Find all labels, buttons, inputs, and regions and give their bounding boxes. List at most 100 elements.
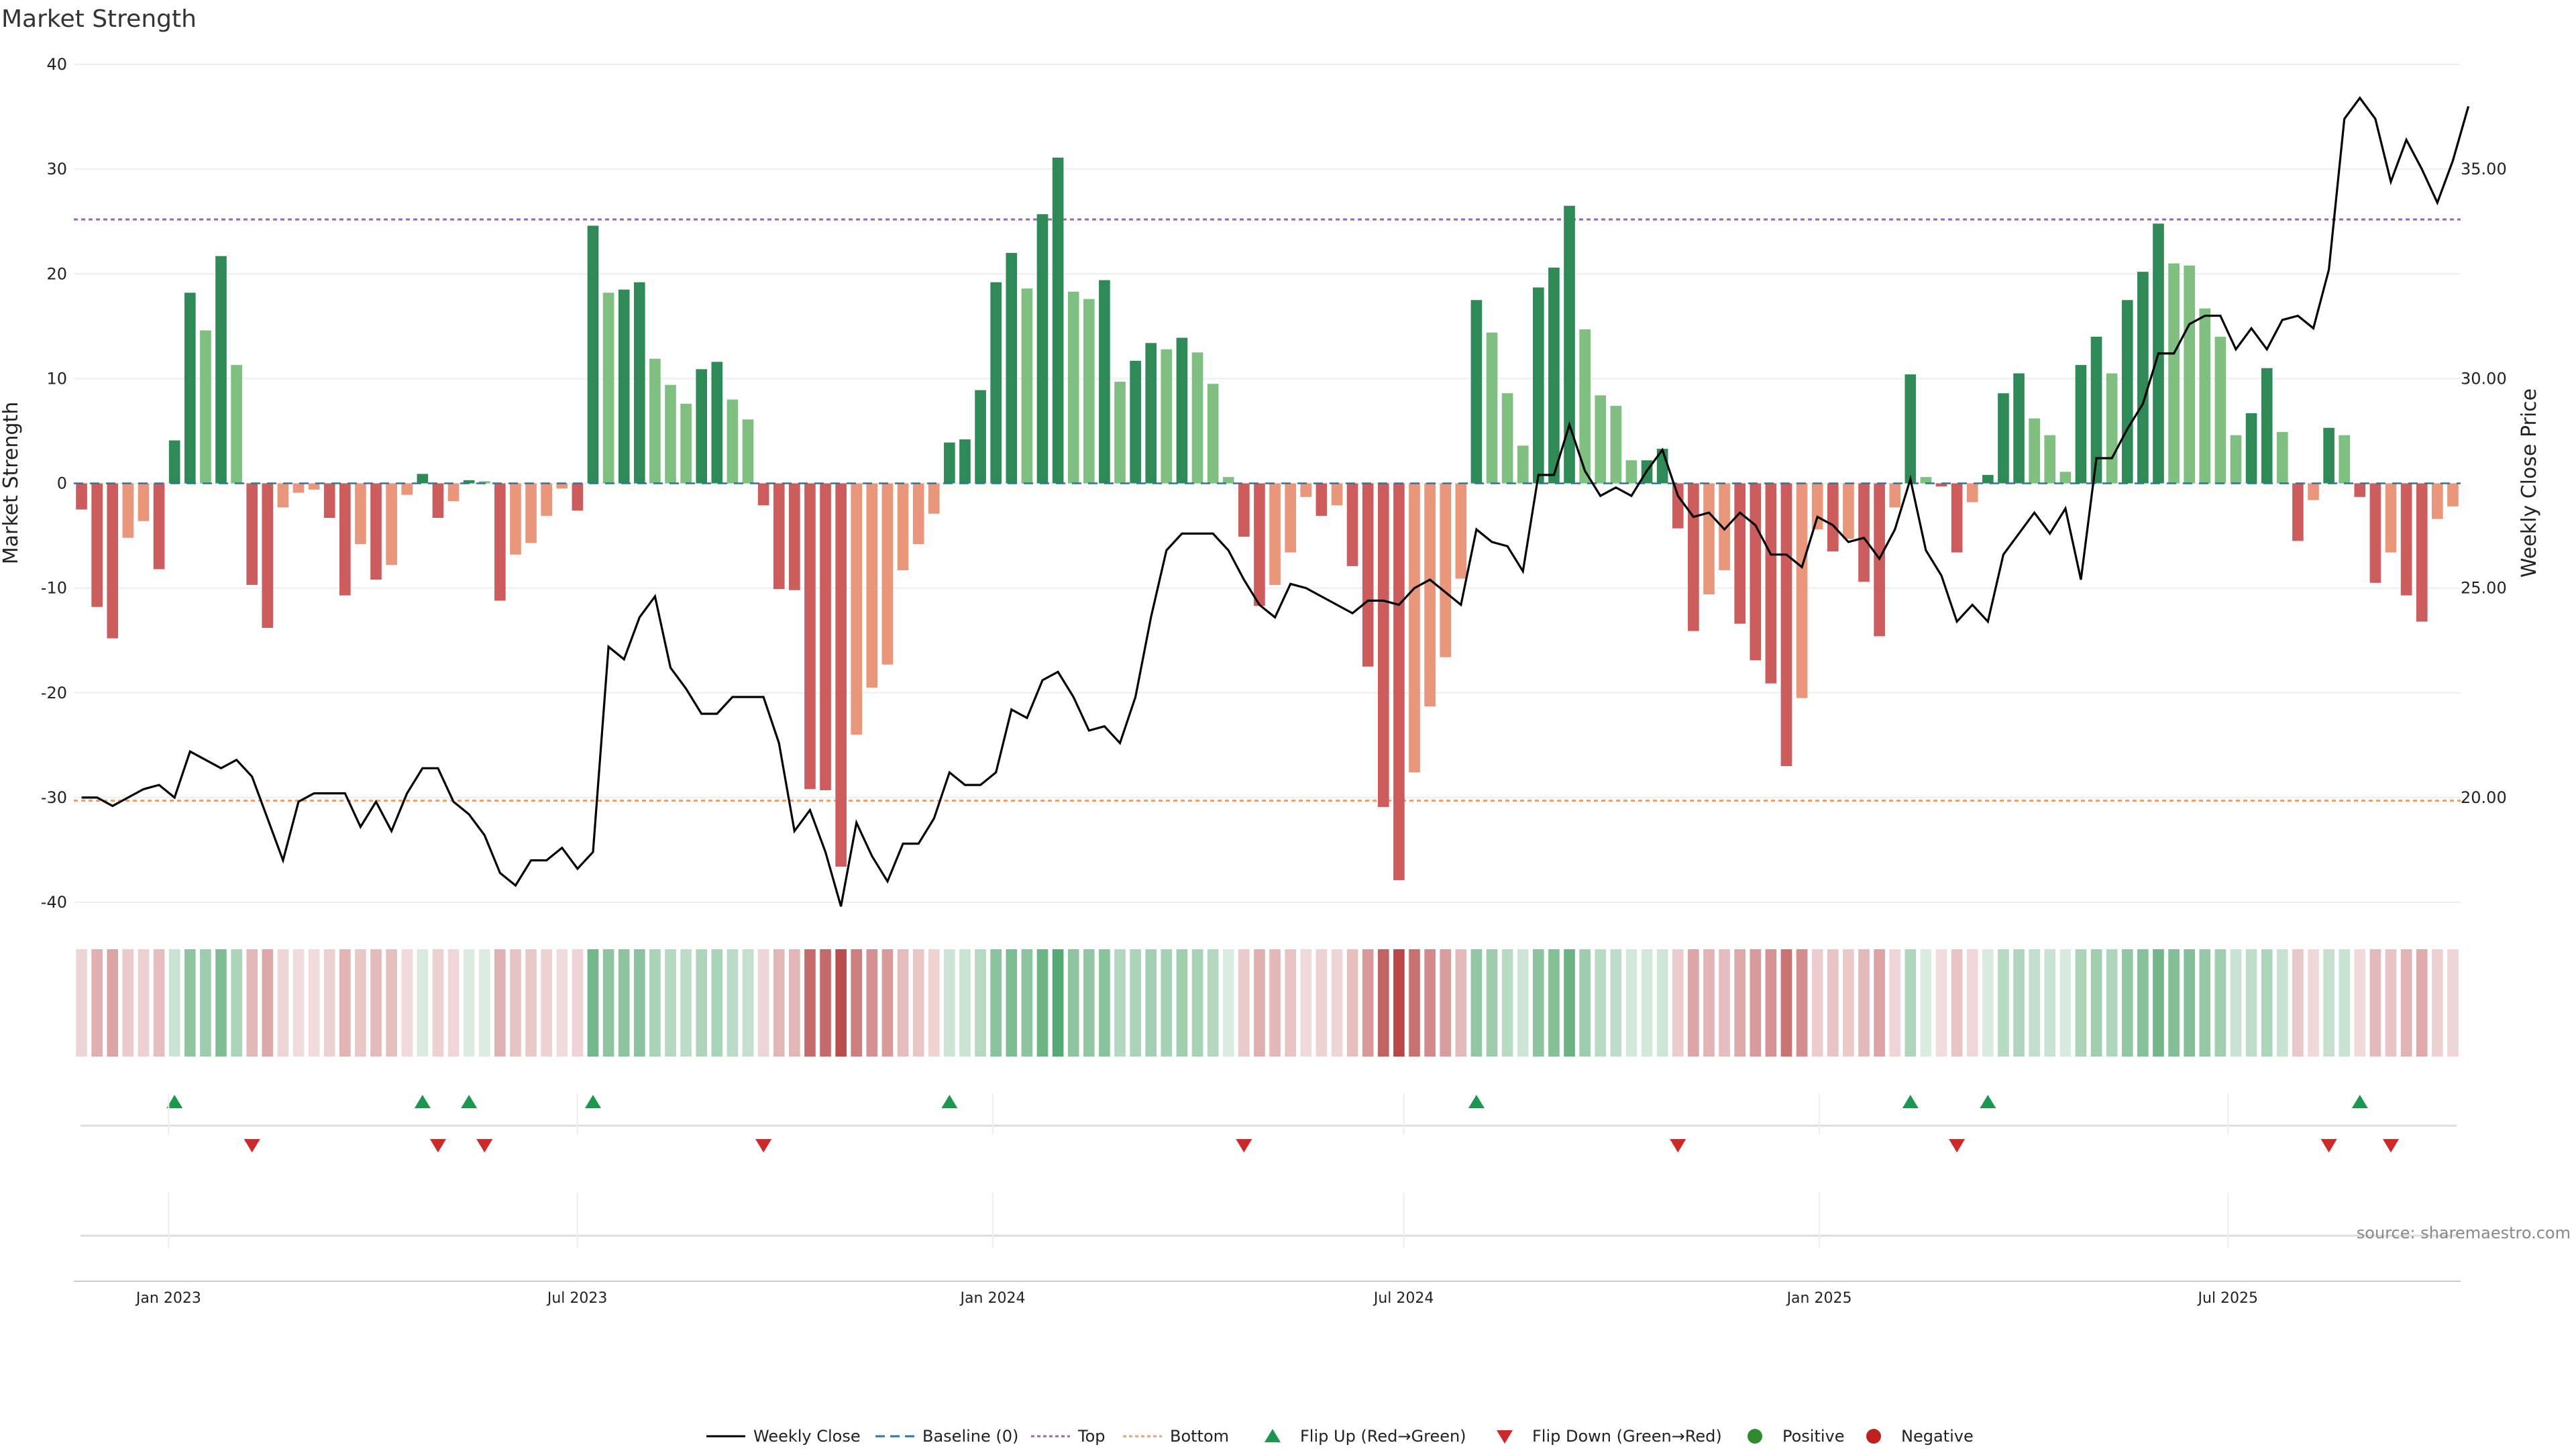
heat-cell <box>2292 949 2304 1057</box>
left-tick-label: 10 <box>46 369 67 388</box>
strength-bar <box>200 330 211 484</box>
heat-cell <box>1765 949 1777 1057</box>
strength-bar <box>478 481 490 484</box>
heat-cell <box>1300 949 1312 1057</box>
strength-bar <box>1409 483 1420 773</box>
strength-bar <box>1300 483 1312 497</box>
strength-bar <box>2044 435 2056 484</box>
heat-cell <box>2168 949 2180 1057</box>
strength-bar <box>2308 483 2319 500</box>
heat-cell <box>2354 949 2366 1057</box>
strength-bar <box>1486 332 1498 484</box>
heat-cell <box>1486 949 1498 1057</box>
strength-bar <box>1130 360 1141 484</box>
strength-bar <box>680 403 692 484</box>
x-tick-label: Jan 2024 <box>959 1290 1026 1307</box>
strength-bar <box>1393 483 1405 881</box>
strength-bar <box>277 483 289 508</box>
x-tick-label: Jul 2025 <box>2197 1290 2259 1307</box>
strength-bar <box>1517 445 1529 484</box>
heat-cell <box>1130 949 1141 1057</box>
strength-bar <box>1998 393 2009 484</box>
legend-label: Baseline (0) <box>922 1427 1018 1446</box>
heat-cell <box>1440 949 1452 1057</box>
heat-cell <box>1424 949 1436 1057</box>
strength-bar <box>2013 373 2025 484</box>
strength-bar <box>246 483 258 585</box>
strength-bar <box>432 483 444 519</box>
strength-bar <box>1966 483 1978 502</box>
strength-bar <box>587 225 599 484</box>
heat-cell <box>2090 949 2102 1057</box>
strength-bar <box>1207 384 1219 484</box>
heat-cell <box>1703 949 1715 1057</box>
strength-bar <box>757 483 769 506</box>
heat-cell <box>1316 949 1328 1057</box>
heat-cell <box>339 949 351 1057</box>
heat-cell <box>1176 949 1188 1057</box>
heat-cell <box>2385 949 2397 1057</box>
strength-bars <box>76 157 2459 881</box>
heat-cell <box>1377 949 1389 1057</box>
strength-bar <box>1672 483 1684 529</box>
heat-cell <box>1222 949 1234 1057</box>
flip-down-marker <box>2320 1139 2337 1152</box>
heat-cell <box>602 949 614 1057</box>
strength-bar <box>1316 483 1328 516</box>
left-tick-label: 0 <box>57 474 67 493</box>
heat-cell <box>1021 949 1033 1057</box>
left-tick-label: -20 <box>41 684 67 702</box>
strength-bar <box>138 483 150 521</box>
strength-bar <box>1811 483 1823 530</box>
strength-bar <box>2276 431 2288 484</box>
heat-cell <box>2400 949 2412 1057</box>
heat-cell <box>1269 949 1281 1057</box>
strength-bar <box>1904 374 1917 484</box>
strength-bar <box>1470 300 1483 484</box>
heat-cell <box>2184 949 2195 1057</box>
heat-cell <box>184 949 196 1057</box>
strength-bar <box>323 483 335 519</box>
strength-bar <box>1455 483 1467 579</box>
heat-cell <box>1935 949 1947 1057</box>
strength-bar <box>2323 427 2334 484</box>
heat-cell <box>91 949 103 1057</box>
heat-cell <box>2153 949 2164 1057</box>
strength-bar <box>1424 483 1436 707</box>
strength-bar <box>1843 483 1854 539</box>
heat-cell <box>959 949 971 1057</box>
heat-cell <box>649 949 661 1057</box>
heat-cell <box>122 949 134 1057</box>
heat-cell <box>944 949 955 1057</box>
strength-bar <box>789 483 800 590</box>
heat-cell <box>912 949 924 1057</box>
strength-bar <box>2199 308 2211 484</box>
strength-bar <box>804 483 816 790</box>
heat-cell <box>2245 949 2257 1057</box>
strength-bar <box>1719 483 1730 571</box>
heat-cell <box>1889 949 1901 1057</box>
heat-cell <box>1843 949 1854 1057</box>
heat-cell <box>2044 949 2056 1057</box>
strength-bar <box>2354 483 2366 497</box>
right-axis-label: Weekly Close Price <box>2518 388 2541 578</box>
flip-up-marker <box>166 1095 183 1108</box>
heat-cell <box>1067 949 1079 1057</box>
flip-down-marker <box>244 1139 260 1152</box>
heat-cell <box>2447 949 2459 1057</box>
left-tick-label: 40 <box>46 55 67 74</box>
strength-bar <box>339 483 351 596</box>
strength-bar <box>633 282 645 484</box>
strength-bar <box>1688 483 1699 631</box>
left-tick-label: 20 <box>46 264 67 283</box>
flip-down-marker <box>1236 1139 1252 1152</box>
heat-cell <box>587 949 599 1057</box>
strength-bar <box>1734 483 1746 624</box>
heat-cell <box>1331 949 1343 1057</box>
heat-cell <box>417 949 429 1057</box>
strength-bar <box>386 483 397 566</box>
heat-cell <box>308 949 320 1057</box>
flip-up-marker <box>1902 1095 1919 1108</box>
flip-down-marker <box>1949 1139 1966 1152</box>
